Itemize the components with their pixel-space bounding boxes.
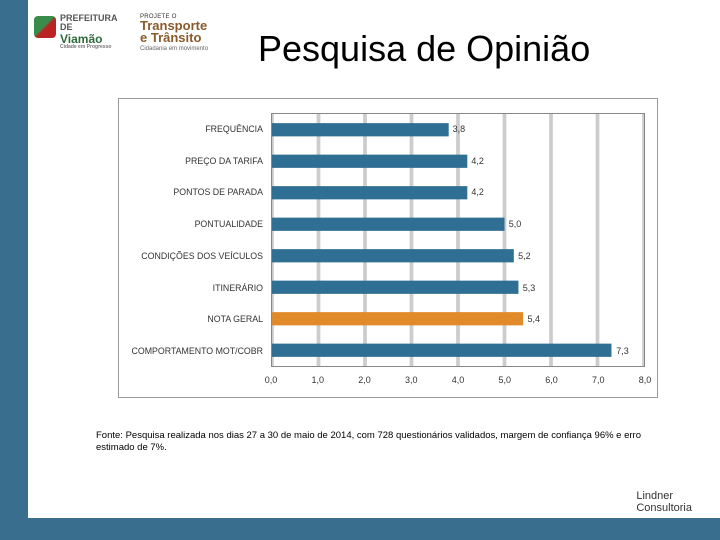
- ylabel: COMPORTAMENTO MOT/COBR: [132, 346, 263, 356]
- footnote: Fonte: Pesquisa realizada nos dias 27 a …: [96, 430, 666, 454]
- ylabel: CONDIÇÕES DOS VEÍCULOS: [141, 251, 263, 261]
- chart-svg: [272, 114, 644, 366]
- bar: [272, 312, 523, 325]
- logo-viamao-pre: PREFEITURA DE: [60, 14, 128, 33]
- bar: [272, 155, 467, 168]
- logo-transporte-line2: e Trânsito: [140, 32, 240, 44]
- logo-transporte: PROJETE O Transporte e Trânsito Cidadani…: [140, 14, 240, 60]
- ylabel: PREÇO DA TARIFA: [185, 156, 263, 166]
- brand-line2: Consultoria: [636, 502, 692, 514]
- page-title: Pesquisa de Opinião: [258, 28, 590, 70]
- bar: [272, 186, 467, 199]
- brand-line1: Lindner: [636, 490, 692, 502]
- chart-bars: [272, 123, 611, 357]
- ylabel: PONTUALIDADE: [195, 219, 263, 229]
- slide: PREFEITURA DE Viamão Cidade em Progresso…: [0, 0, 720, 540]
- bar: [272, 281, 518, 294]
- brand-footer: Lindner Consultoria: [636, 490, 692, 514]
- bar: [272, 249, 514, 262]
- ylabel: ITINERÁRIO: [213, 283, 263, 293]
- xtick: 7,0: [592, 375, 605, 385]
- logo-row: PREFEITURA DE Viamão Cidade em Progresso…: [32, 14, 240, 60]
- xtick: 2,0: [358, 375, 371, 385]
- bar: [272, 344, 611, 357]
- xtick: 5,0: [498, 375, 511, 385]
- chart-container: FREQUÊNCIA PREÇO DA TARIFA PONTOS DE PARAD…: [118, 98, 658, 398]
- xtick: 1,0: [311, 375, 324, 385]
- ylabel: NOTA GERAL: [207, 314, 263, 324]
- logo-viamao-sub: Cidade em Progresso: [60, 45, 128, 50]
- xtick: 0,0: [265, 375, 278, 385]
- ylabel: FREQUÊNCIA: [205, 124, 263, 134]
- xtick: 6,0: [545, 375, 558, 385]
- logo-viamao: PREFEITURA DE Viamão Cidade em Progresso: [32, 14, 128, 54]
- ylabel: PONTOS DE PARADA: [173, 187, 263, 197]
- chart-grid: [272, 114, 644, 366]
- logo-transporte-sub: Cidadania em movimento: [140, 46, 240, 52]
- chart-ylabels: FREQUÊNCIA PREÇO DA TARIFA PONTOS DE PARAD…: [119, 113, 267, 367]
- bar: [272, 123, 449, 136]
- logo-viamao-mark: [34, 16, 56, 38]
- xtick: 8,0: [639, 375, 652, 385]
- bar: [272, 218, 505, 231]
- xtick: 3,0: [405, 375, 418, 385]
- logo-viamao-text: PREFEITURA DE Viamão Cidade em Progresso: [60, 14, 128, 51]
- xtick: 4,0: [452, 375, 465, 385]
- chart-xticks: 0,01,02,03,04,05,06,07,08,0: [271, 375, 645, 389]
- chart-plot: [271, 113, 645, 367]
